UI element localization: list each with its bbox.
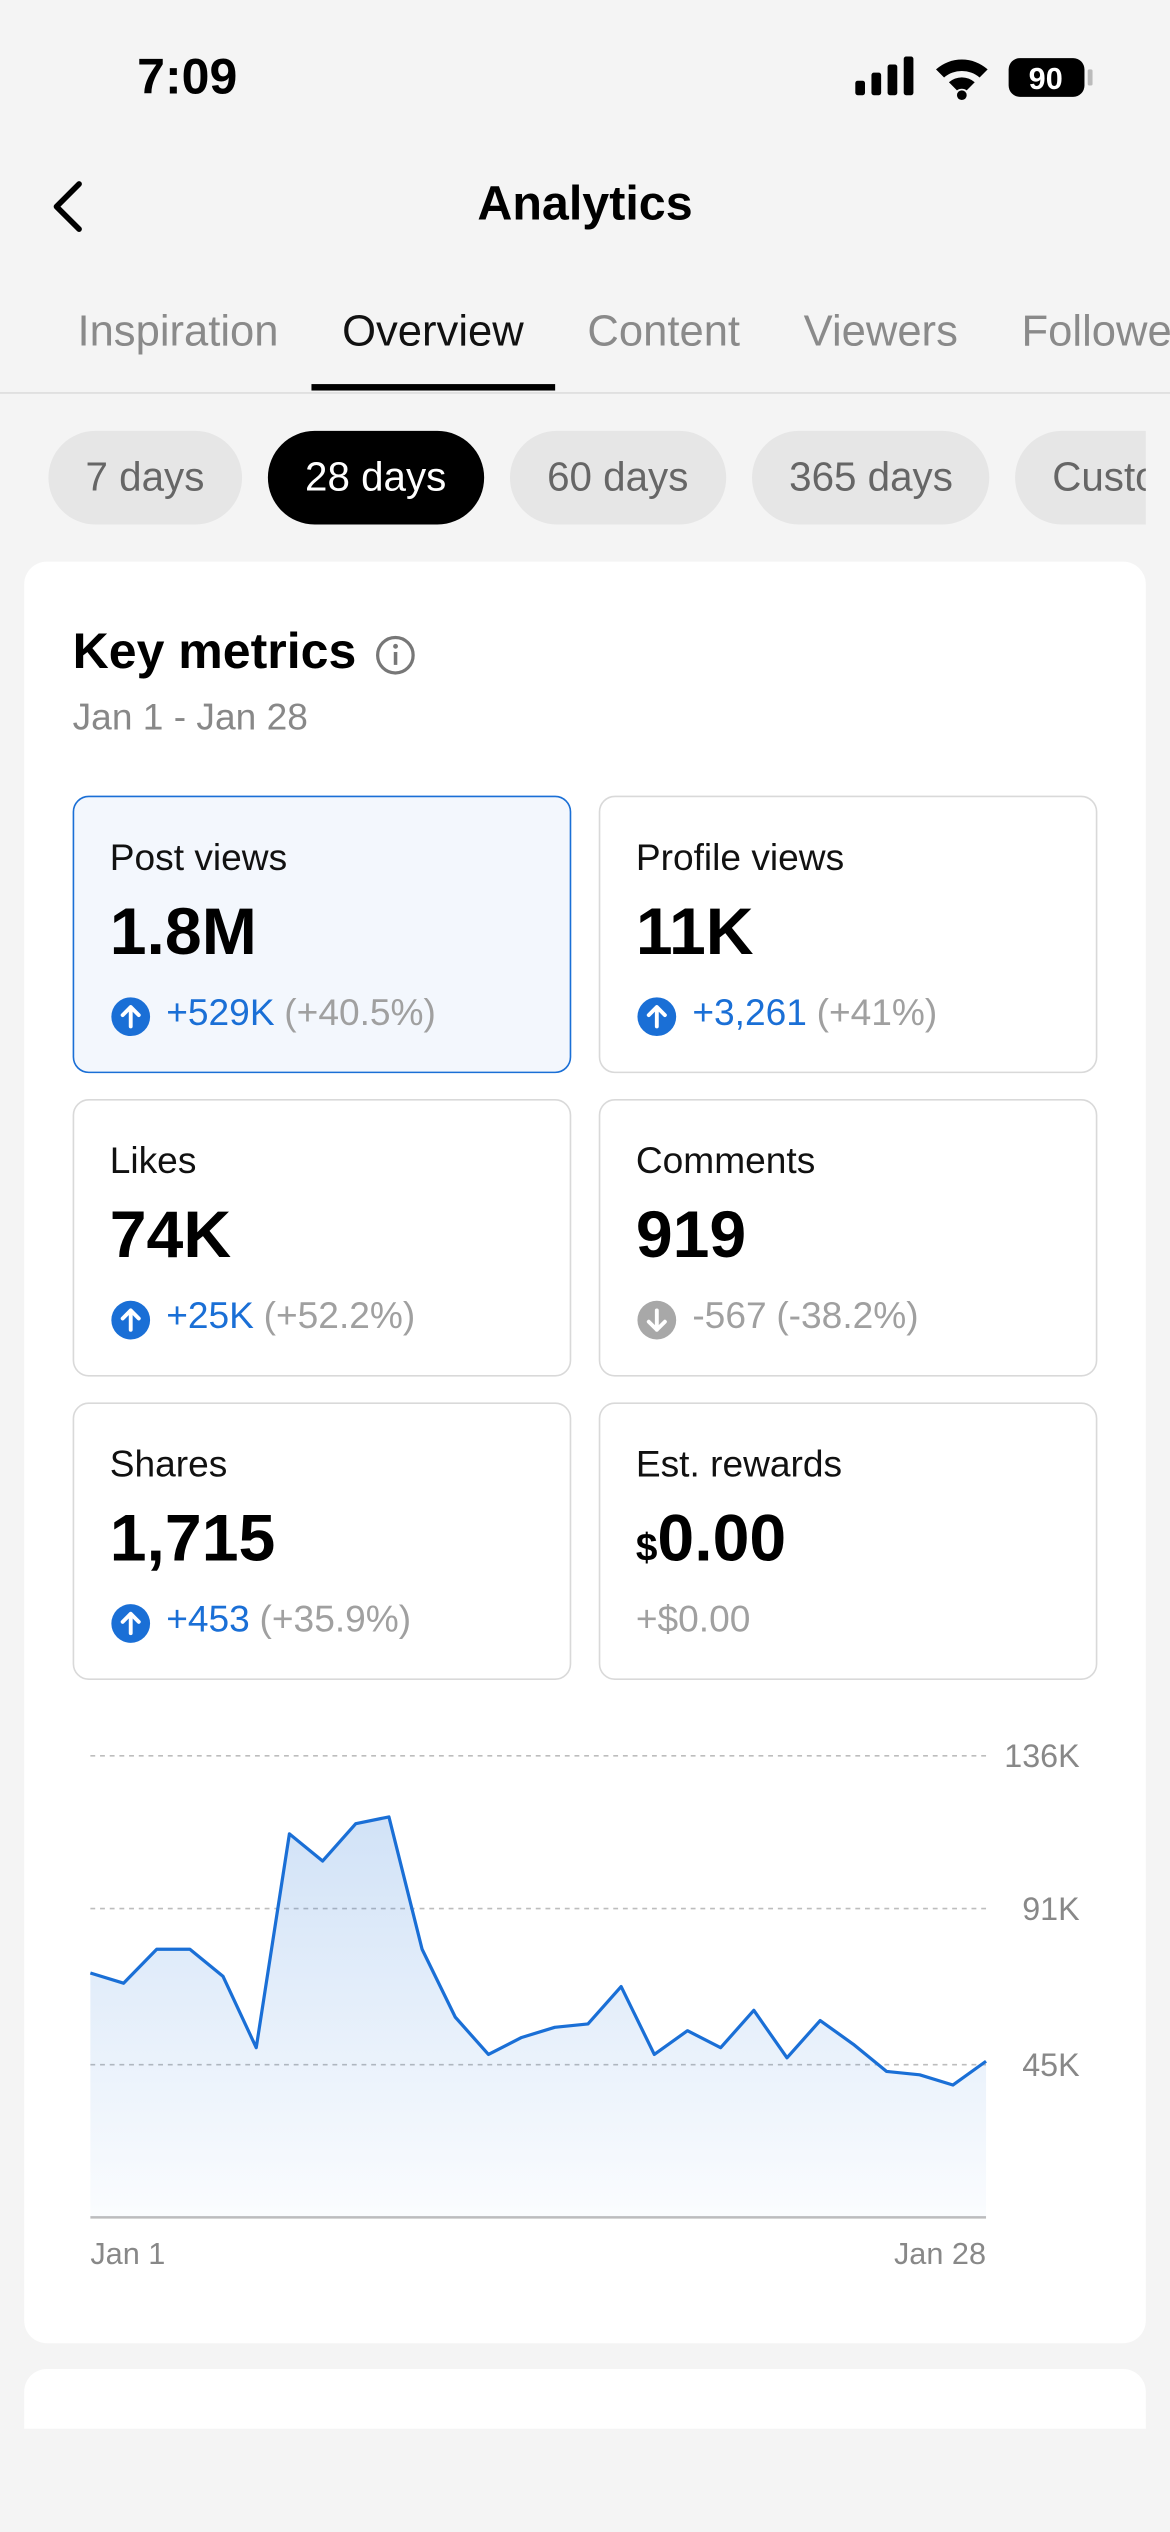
metric-number: 74K — [109, 1197, 232, 1272]
metric-number: 0.00 — [657, 1500, 787, 1576]
metric-change: +25K (+52.2%) — [166, 1294, 415, 1338]
trend-arrow — [646, 1005, 667, 1029]
line — [89, 1815, 987, 2087]
chart: 45K 91K 136K Jan 1 Jan 28 — [89, 1738, 1080, 2271]
metric-value: 11K — [636, 894, 754, 970]
period-chip[interactable]: 7 days — [48, 430, 242, 525]
period-chip[interactable]: 28 days — [267, 430, 484, 525]
metric-tile[interactable]: Profile views 11K +3,261 (+41%) — [598, 795, 1098, 1074]
metric-label: Likes — [109, 1139, 197, 1182]
tab[interactable]: Inspiration — [77, 306, 279, 356]
period-bar: 7 days 28 days 60 days 365 days Custom — [0, 0, 1146, 549]
metric-tile[interactable]: Est. rewards $0.00 +$0.00 — [598, 1402, 1098, 1680]
battery-level: 90 — [1029, 62, 1063, 96]
x-tick-label: Jan 28 — [894, 2237, 986, 2271]
metric-tile[interactable]: Likes 74K +25K (+52.2%) — [72, 1098, 572, 1377]
tab-divider — [0, 392, 1170, 394]
change-amount: +529K — [166, 990, 275, 1033]
trend-icon — [111, 997, 151, 1037]
metric-label: Profile views — [635, 835, 845, 878]
tab-underline — [311, 384, 556, 391]
tab[interactable]: Viewers — [803, 306, 958, 356]
metric-change: -567 (-38.2%) — [692, 1294, 918, 1338]
date-range: Jan 1 - Jan 28 — [72, 695, 308, 738]
period-chip[interactable]: 365 days — [752, 430, 991, 525]
metric-change: +529K (+40.5%) — [166, 991, 436, 1035]
trend-icon — [111, 1604, 151, 1643]
info-icon[interactable] — [373, 633, 418, 678]
metric-number: 11K — [635, 894, 754, 969]
change-amount: +$0.00 — [635, 1597, 751, 1640]
metric-number: 1.8M — [109, 894, 257, 969]
metric-tile[interactable]: Shares 1,715 +453 (+35.9%) — [72, 1402, 572, 1680]
tab[interactable]: Followers — [1021, 306, 1170, 356]
status-time: 7:09 — [137, 48, 238, 105]
y-tick-label: 91K — [1022, 1891, 1080, 1927]
metric-label: Post views — [109, 835, 288, 878]
metric-value: 74K — [110, 1197, 231, 1273]
trend-arrow — [120, 1308, 141, 1332]
metric-value: 1.8M — [110, 894, 257, 970]
y-tick-label: 45K — [1022, 2047, 1080, 2083]
trend-arrow — [120, 1611, 141, 1636]
change-percent: (+41%) — [816, 990, 938, 1033]
tab-bar: Inspiration Overview Content Viewers Followe… — [0, 0, 1170, 395]
metric-number: 919 — [635, 1197, 747, 1272]
metric-tile[interactable]: Comments 919 -567 (-38.2%) — [598, 1098, 1098, 1377]
back-button[interactable] — [40, 174, 98, 239]
metric-value: 919 — [636, 1197, 746, 1273]
trend-icon — [637, 997, 677, 1037]
trend-arrow — [646, 1308, 667, 1332]
change-percent: (+35.9%) — [259, 1597, 412, 1640]
metric-number: 1,715 — [109, 1500, 276, 1576]
change-amount: +453 — [166, 1597, 250, 1640]
metric-currency: $ — [635, 1526, 658, 1571]
change-amount: -567 — [692, 1294, 767, 1337]
period-chip[interactable]: Custom — [1015, 430, 1146, 525]
tab[interactable]: Content — [587, 306, 741, 356]
change-amount: +3,261 — [692, 990, 807, 1033]
period-chip[interactable]: 60 days — [509, 430, 726, 525]
trend-icon — [637, 1300, 677, 1340]
metric-value: 1,715 — [110, 1501, 276, 1577]
metrics-card: Key metrics Jan 1 - Jan 28 Post views 1.8… — [24, 561, 1146, 2344]
metric-change: +$0.00 — [636, 1598, 751, 1642]
card-title: Key metrics — [72, 622, 357, 680]
change-percent: (-38.2%) — [776, 1294, 919, 1337]
metric-tile[interactable]: Post views 1.8M +529K (+40.5%) — [72, 795, 572, 1074]
metric-label: Comments — [635, 1139, 816, 1182]
next-card — [24, 2369, 1146, 2429]
x-tick-label: Jan 1 — [90, 2237, 165, 2271]
area — [90, 1816, 987, 2218]
tab[interactable]: Overview — [342, 306, 524, 356]
status-icons: 90 — [855, 56, 1093, 101]
trend-icon — [111, 1300, 151, 1340]
change-amount: +25K — [166, 1294, 254, 1337]
header-title: Analytics — [477, 177, 693, 231]
change-percent: (+52.2%) — [263, 1294, 416, 1337]
trend-arrow — [120, 1005, 141, 1029]
y-tick-label: 136K — [1004, 1738, 1080, 1774]
metric-change: +3,261 (+41%) — [692, 991, 937, 1035]
metric-value: $0.00 — [636, 1501, 786, 1577]
change-percent: (+40.5%) — [284, 990, 436, 1033]
metric-label: Shares — [109, 1442, 228, 1485]
metric-change: +453 (+35.9%) — [166, 1598, 411, 1642]
metric-label: Est. rewards — [635, 1442, 843, 1485]
